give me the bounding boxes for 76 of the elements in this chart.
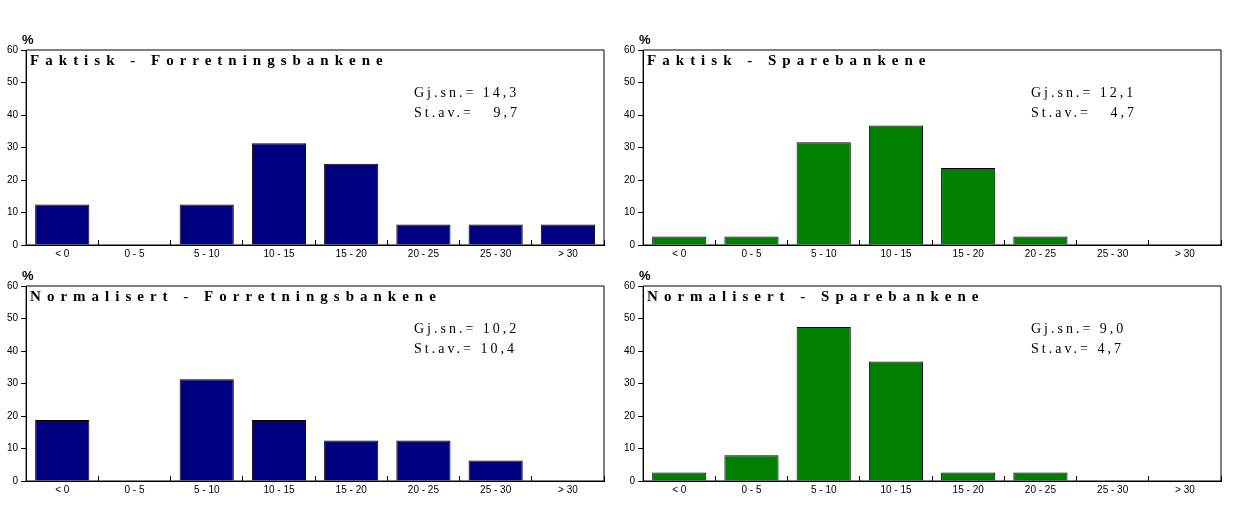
x-tick-label: < 0 [55, 247, 70, 259]
x-tick-label: 10 - 15 [263, 247, 295, 259]
y-tick-label: 20 [624, 409, 636, 421]
x-tick-label: 25 - 30 [480, 247, 512, 259]
x-tick-label: 10 - 15 [880, 483, 912, 495]
y-tick-label: 40 [624, 108, 636, 120]
chart-title: Faktisk - Forretningsbankene [30, 52, 389, 69]
chart-title: Normalisert - Forretningsbankene [30, 288, 442, 305]
annotation: Gj.sn.= 14,3 [414, 84, 520, 100]
x-tick-label: > 30 [558, 247, 579, 259]
x-tick-label: 25 - 30 [1097, 483, 1129, 495]
x-tick-label: 10 - 15 [880, 247, 912, 259]
annotation: Gj.sn.= 9,0 [1031, 320, 1127, 336]
y-tick-label: 40 [624, 344, 636, 356]
x-tick-label: < 0 [672, 247, 687, 259]
y-tick-label: 0 [629, 474, 636, 486]
y-tick-label: 20 [7, 173, 19, 185]
y-tick-label: 0 [12, 474, 19, 486]
chart-title: Faktisk - Sparebankene [647, 52, 932, 69]
y-tick-label: 10 [624, 442, 636, 454]
y-tick-label: 10 [624, 206, 636, 218]
x-tick-label: 10 - 15 [263, 483, 295, 495]
x-tick-label: 15 - 20 [335, 247, 368, 259]
y-tick-label: 20 [7, 409, 19, 421]
x-tick-label: 5 - 10 [810, 483, 837, 495]
y-tick-label: 10 [7, 206, 19, 218]
x-tick-label: < 0 [55, 483, 70, 495]
annotation: Gj.sn.= 12,1 [1031, 84, 1137, 100]
y-axis-title: % [639, 32, 652, 48]
x-tick-label: < 0 [672, 483, 687, 495]
x-tick-label: 0 - 5 [741, 483, 762, 495]
annotation: Gj.sn.= 10,2 [414, 320, 520, 336]
y-tick-label: 50 [624, 76, 636, 88]
x-tick-label: > 30 [1175, 247, 1196, 259]
x-tick-label: 15 - 20 [952, 483, 985, 495]
x-tick-label: > 30 [558, 483, 579, 495]
y-axis-title: % [22, 268, 35, 284]
y-axis-title: % [639, 268, 652, 284]
x-tick-label: 0 - 5 [124, 483, 145, 495]
y-tick-label: 30 [7, 377, 19, 389]
x-tick-label: 25 - 30 [480, 483, 512, 495]
y-tick-label: 50 [7, 312, 19, 324]
annotation: St.av.= 4,7 [1031, 104, 1137, 120]
y-tick-label: 50 [624, 312, 636, 324]
x-tick-label: > 30 [1175, 483, 1196, 495]
y-tick-label: 60 [7, 279, 19, 291]
x-tick-label: 20 - 25 [407, 247, 440, 259]
y-tick-label: 10 [7, 442, 19, 454]
annotation: St.av.= 10,4 [414, 340, 517, 356]
x-tick-label: 5 - 10 [193, 483, 220, 495]
y-tick-label: 60 [7, 43, 19, 55]
y-tick-label: 30 [624, 377, 636, 389]
y-tick-label: 0 [12, 238, 19, 250]
x-tick-label: 20 - 25 [1024, 483, 1057, 495]
annotation: St.av.= 4,7 [1031, 340, 1124, 356]
x-tick-label: 0 - 5 [124, 247, 145, 259]
x-tick-label: 25 - 30 [1097, 247, 1129, 259]
x-tick-label: 15 - 20 [952, 247, 985, 259]
y-tick-label: 30 [7, 141, 19, 153]
y-tick-label: 60 [624, 43, 636, 55]
chart-title: Normalisert - Sparebankene [647, 288, 985, 305]
x-tick-label: 20 - 25 [1024, 247, 1057, 259]
annotation: St.av.= 9,7 [414, 104, 520, 120]
y-tick-label: 20 [624, 173, 636, 185]
x-tick-label: 5 - 10 [810, 247, 837, 259]
y-tick-label: 0 [629, 238, 636, 250]
y-tick-label: 60 [624, 279, 636, 291]
x-tick-label: 0 - 5 [741, 247, 762, 259]
y-tick-label: 40 [7, 344, 19, 356]
y-tick-label: 40 [7, 108, 19, 120]
y-tick-label: 50 [7, 76, 19, 88]
x-tick-label: 20 - 25 [407, 483, 440, 495]
y-axis-title: % [22, 32, 35, 48]
x-tick-label: 5 - 10 [193, 247, 220, 259]
x-tick-label: 15 - 20 [335, 483, 368, 495]
y-tick-label: 30 [624, 141, 636, 153]
